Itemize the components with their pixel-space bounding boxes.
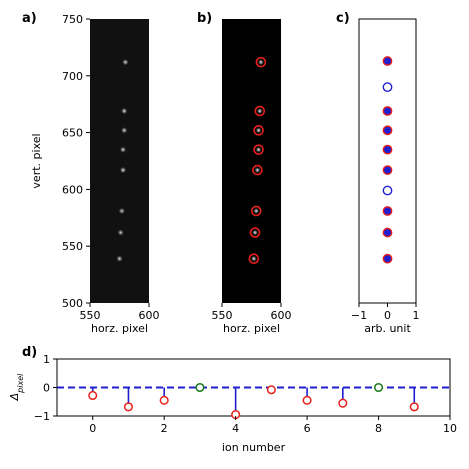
y-tick-label: 600 xyxy=(62,183,83,196)
panel-b-image-background xyxy=(222,19,281,303)
panel-d-x-axis: 0 2 4 6 8 10 xyxy=(89,416,457,435)
bright-ion-marker xyxy=(382,144,393,155)
ion-spot xyxy=(116,255,123,262)
panel-b: b) 550 600 horz. pixel xyxy=(197,11,292,335)
x-tick-label: 600 xyxy=(139,309,160,322)
panel-a-ion-layer xyxy=(116,58,129,262)
ion-spot xyxy=(257,59,264,66)
panel-a-letter: a) xyxy=(22,11,37,26)
panel-a-y-axis: 500 550 600 650 700 750 xyxy=(62,13,90,310)
x-tick-label: 550 xyxy=(80,309,101,322)
deviation-point xyxy=(123,402,134,412)
y-tick-label: −1 xyxy=(34,410,50,423)
x-tick-label: 0 xyxy=(384,309,391,322)
detection-ring xyxy=(248,253,260,264)
y-tick-label: 1 xyxy=(43,353,50,366)
detection-ring xyxy=(249,227,261,238)
ion-spot xyxy=(118,207,126,215)
bright-ion-marker xyxy=(382,56,393,66)
ion-spot xyxy=(122,58,129,66)
x-tick-label: 8 xyxy=(375,422,382,435)
deviation-point xyxy=(159,395,169,405)
panel-c-letter: c) xyxy=(336,11,350,26)
bright-ion-marker xyxy=(382,106,393,116)
x-tick-label: 600 xyxy=(271,309,292,322)
ion-spot xyxy=(119,146,127,153)
panel-d-y-label: Δpixel xyxy=(8,373,25,401)
panel-d-frame xyxy=(56,358,451,417)
ion-spot xyxy=(121,107,128,115)
ion-spot xyxy=(252,229,259,236)
ion-spot xyxy=(254,167,261,174)
dark-ion-marker xyxy=(382,82,393,93)
panel-d-x-label: ion number xyxy=(222,441,286,454)
deviation-point xyxy=(88,390,98,401)
detection-ring xyxy=(253,144,264,155)
x-tick-label: 1 xyxy=(413,309,420,322)
deviation-point xyxy=(409,402,419,412)
x-tick-label: 4 xyxy=(232,422,239,435)
y-tick-label: 750 xyxy=(62,13,83,26)
panel-d-letter: d) xyxy=(22,345,37,360)
deviation-point xyxy=(266,385,276,395)
panel-c-marker-layer xyxy=(382,56,393,264)
dark-ion-marker xyxy=(382,185,393,196)
panel-c-x-label: arb. unit xyxy=(364,322,411,335)
y-tick-label: 500 xyxy=(62,297,83,310)
ion-spot xyxy=(119,166,127,174)
detection-ring xyxy=(254,105,266,117)
ion-spot xyxy=(250,255,257,262)
y-tick-label: 550 xyxy=(62,240,83,253)
x-tick-label: 0 xyxy=(89,422,96,435)
bright-ion-marker xyxy=(382,253,393,264)
deviation-point xyxy=(302,395,312,405)
ion-spot xyxy=(255,146,262,153)
detection-ring xyxy=(252,164,263,176)
panel-a-x-label: horz. pixel xyxy=(91,322,148,335)
panel-d-y-axis: −1 0 1 xyxy=(34,353,57,423)
panel-d: d) −1 0 1 0 2 4 6 8 10 ion number Δpixel xyxy=(8,345,457,454)
panel-b-x-axis: 550 600 xyxy=(212,303,292,322)
panel-c: c) −1 0 1 arb. unit xyxy=(336,11,420,335)
x-tick-label: 10 xyxy=(443,422,457,435)
y-tick-label: 700 xyxy=(62,70,83,83)
x-tick-label: 550 xyxy=(212,309,233,322)
panel-b-detection-layer xyxy=(248,56,267,264)
bright-ion-marker xyxy=(382,206,393,216)
x-tick-label: 6 xyxy=(304,422,311,435)
panel-d-stem-layer xyxy=(88,382,419,420)
panel-c-x-axis: −1 0 1 xyxy=(351,303,420,322)
bright-ion-marker xyxy=(382,227,393,238)
detection-ring xyxy=(255,56,267,68)
dark-ion-point xyxy=(373,382,384,393)
ion-spot xyxy=(121,127,128,134)
ion-spot xyxy=(255,127,262,134)
ion-spot xyxy=(256,108,263,115)
bright-ion-marker xyxy=(382,125,393,136)
x-tick-label: −1 xyxy=(351,309,367,322)
panel-b-letter: b) xyxy=(197,11,212,26)
ion-spot xyxy=(117,229,124,236)
bright-ion-marker xyxy=(382,165,393,175)
deviation-point xyxy=(338,398,348,408)
y-tick-label: 0 xyxy=(43,382,50,395)
panel-b-x-label: horz. pixel xyxy=(223,322,280,335)
x-tick-label: 2 xyxy=(161,422,168,435)
dark-ion-point xyxy=(195,382,205,393)
detection-ring xyxy=(250,205,262,217)
panel-a-y-label: vert. pixel xyxy=(30,133,43,188)
panel-a-x-axis: 550 600 xyxy=(80,303,160,322)
detection-ring xyxy=(253,125,264,136)
y-tick-label: 650 xyxy=(62,127,83,140)
ion-spot xyxy=(253,207,260,214)
